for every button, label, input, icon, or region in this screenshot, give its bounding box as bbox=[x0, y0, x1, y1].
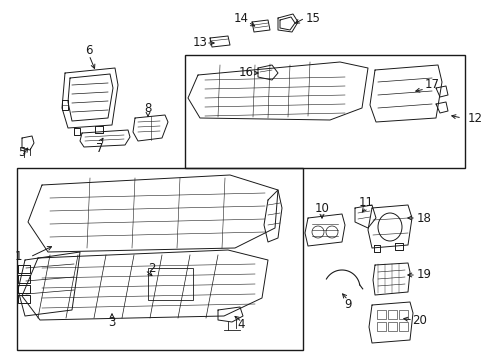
Bar bbox=[184, 55, 464, 168]
Text: 17: 17 bbox=[424, 78, 439, 91]
Text: 18: 18 bbox=[416, 211, 430, 225]
Text: 20: 20 bbox=[412, 314, 427, 327]
Text: 3: 3 bbox=[108, 316, 116, 329]
Bar bbox=[387, 322, 396, 331]
Text: 5: 5 bbox=[18, 145, 26, 158]
Text: 11: 11 bbox=[358, 197, 373, 210]
Bar bbox=[398, 322, 407, 331]
Text: 6: 6 bbox=[85, 44, 93, 57]
Text: 13: 13 bbox=[192, 36, 207, 49]
Text: 4: 4 bbox=[237, 319, 244, 332]
Text: 2: 2 bbox=[148, 261, 156, 274]
Text: 10: 10 bbox=[314, 202, 329, 215]
Text: 12: 12 bbox=[467, 112, 482, 125]
Bar bbox=[17, 168, 303, 350]
Text: 19: 19 bbox=[416, 269, 430, 282]
Bar bbox=[376, 310, 385, 319]
Text: 15: 15 bbox=[305, 12, 320, 24]
Text: 8: 8 bbox=[144, 102, 151, 114]
Text: 14: 14 bbox=[233, 12, 248, 24]
Bar bbox=[148, 268, 193, 300]
Bar bbox=[387, 310, 396, 319]
Text: 9: 9 bbox=[344, 297, 351, 310]
Bar bbox=[398, 310, 407, 319]
Text: 7: 7 bbox=[96, 141, 103, 154]
Text: 1: 1 bbox=[15, 251, 22, 264]
Bar bbox=[376, 322, 385, 331]
Text: 16: 16 bbox=[238, 67, 253, 80]
